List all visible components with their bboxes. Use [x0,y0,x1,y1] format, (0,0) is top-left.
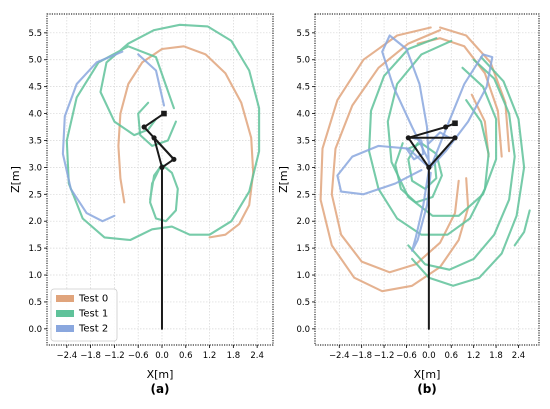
series-test-1-segment-3 [411,56,526,287]
arm-joint-0 [159,164,165,170]
y-tick-label-3: 1.5 [296,244,310,254]
x-tick-label-0: −2.4 [57,351,78,361]
x-tick-label-2: −1.2 [374,351,395,361]
y-tick-label-0: 0.0 [296,325,310,335]
axes-frame [314,13,540,346]
series-test-1-segment-6 [513,209,531,247]
series-test-2-segment-1 [381,34,432,166]
x-tick-label-8: 2.4 [512,351,526,361]
x-axis-label: X[m] [147,368,174,381]
x-tick-label-6: 1.2 [467,351,481,361]
series-test-1-segment-2 [65,23,261,242]
arm-joint-2 [405,135,411,141]
legend-label-2: Test 2 [78,324,108,335]
arm-end-effector [161,110,167,117]
x-tick-label-5: 0.6 [445,351,459,361]
series-test-1-segment-1 [386,39,498,217]
arm-joint-2 [171,156,177,162]
y-tick-label-9: 4.5 [28,83,42,93]
x-tick-label-4: 0.0 [155,351,169,361]
series-test-0-segment-1 [330,29,460,274]
x-tick-label-1: −1.8 [351,351,372,361]
series-test-2-segment-5 [427,131,451,145]
arm-link-5 [407,136,430,169]
legend-swatch-1 [56,310,74,317]
legend-label-0: Test 0 [78,294,108,305]
arm-joint-3 [141,124,147,130]
arm-link-1 [153,136,163,169]
axes-frame [46,13,274,346]
y-tick-label-5: 2.5 [28,190,42,200]
arm-joint-0 [426,164,432,170]
y-axis-label: Z[m] [9,166,22,193]
x-tick-label-7: 1.8 [489,351,503,361]
x-tick-label-1: −1.8 [80,351,101,361]
series-test-2-segment-3 [411,169,432,252]
series-test-2-segment-1 [61,50,124,223]
y-tick-label-4: 2.0 [296,217,310,227]
legend-swatch-0 [56,295,74,302]
x-tick-label-3: −0.6 [128,351,149,361]
y-tick-label-5: 2.5 [296,190,310,200]
arm-link-1 [427,136,456,169]
y-tick-label-6: 3.0 [28,163,42,173]
arm-link-3 [143,126,175,161]
panel-b: −2.4 −1.8 −1.2 −0.6 0.0 0.6 1.2 1.8 2.4 0.0 0.5 1.0… [277,13,540,396]
x-tick-label-2: −1.2 [104,351,125,361]
series-test-1-segment-4 [394,142,443,204]
panel-a: −2.4 −1.8 −1.2 −0.6 0.0 0.6 1.2 1.8 2.4 0.0 0.5 1.0… [9,13,274,396]
panel-label: (a) [150,382,169,396]
series-test-2-segment-4 [405,136,425,161]
x-tick-label-7: 1.8 [227,351,241,361]
y-tick-label-2: 1.0 [28,271,42,281]
x-tick-label-8: 2.4 [250,351,264,361]
y-tick-label-7: 3.5 [28,136,42,146]
series-test-2-segment-0 [336,144,430,196]
series-test-1-segment-0 [368,37,490,236]
series-test-2-segment-0 [137,53,166,107]
series-test-1-segment-2 [407,58,516,271]
y-tick-label-0: 0.0 [28,325,42,335]
y-tick-label-11: 5.5 [296,29,310,39]
y-tick-label-7: 3.5 [296,136,310,146]
plot-area [61,23,261,330]
y-tick-label-8: 4.0 [28,110,42,120]
x-axis-label: X[m] [414,368,441,381]
x-tick-label-5: 0.6 [179,351,193,361]
y-tick-label-4: 2.0 [28,217,42,227]
y-tick-label-11: 5.5 [28,29,42,39]
arm-link-3 [407,126,447,139]
x-tick-label-4: 0.0 [422,351,436,361]
x-tick-label-0: −2.4 [329,351,350,361]
arm-link-4 [143,112,165,129]
x-tick-label-3: −0.6 [396,351,417,361]
arm-joint-3 [443,124,449,130]
y-tick-label-10: 5.0 [28,56,42,66]
series-test-1-segment-0 [149,163,179,223]
y-tick-label-6: 3.0 [296,163,310,173]
y-tick-label-10: 5.0 [296,56,310,66]
panel-label: (b) [417,382,437,396]
y-tick-label-1: 0.5 [296,298,310,308]
arm-joint-1 [151,135,157,141]
plot-area [319,26,531,330]
series-test-0-segment-0 [319,26,470,293]
y-tick-label-3: 1.5 [28,244,42,254]
series-test-1-segment-1 [137,101,177,147]
y-tick-label-2: 1.0 [296,271,310,281]
y-tick-label-1: 0.5 [28,298,42,308]
legend-swatch-2 [56,325,74,332]
legend-label-1: Test 1 [78,309,108,320]
arm-joint-1 [452,135,458,141]
x-tick-label-6: 1.2 [203,351,217,361]
series-test-1-segment-5 [407,142,438,190]
y-axis-label: Z[m] [277,166,290,193]
y-tick-label-8: 4.0 [296,110,310,120]
arm-end-effector [452,120,458,127]
legend: Test 0 Test 1 Test 2 [50,288,118,342]
y-tick-label-9: 4.5 [296,83,310,93]
